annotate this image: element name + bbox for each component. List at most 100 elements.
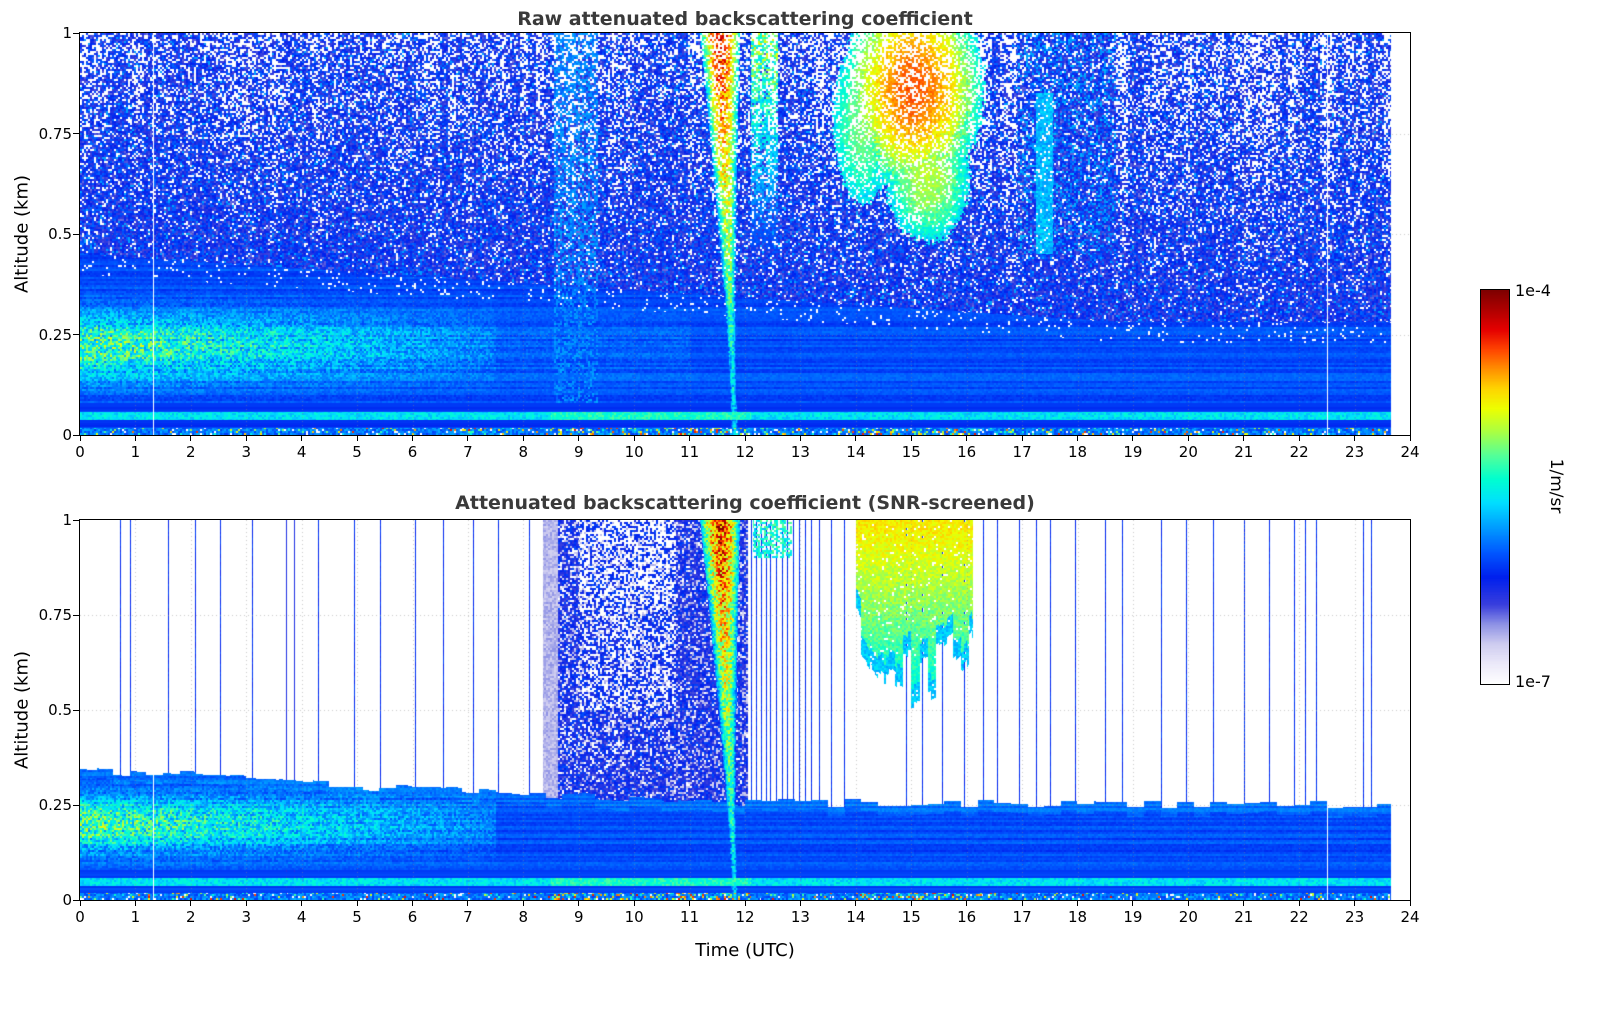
x-tick-label: 16: [957, 443, 977, 461]
x-tick-label: 17: [1012, 908, 1032, 926]
x-tick: [356, 901, 358, 906]
x-tick-label: 5: [352, 443, 362, 461]
x-tick-label: 1: [130, 443, 141, 461]
x-tick: [744, 436, 746, 441]
x-tick-label: 7: [463, 443, 473, 461]
y-tick-label: 0: [62, 426, 72, 444]
x-tick-label: 22: [1289, 908, 1309, 926]
x-tick-label: 13: [790, 443, 810, 461]
x-tick-label: 18: [1067, 443, 1088, 461]
x-tick-label: 2: [186, 443, 196, 461]
y-tick: [73, 614, 79, 616]
x-tick: [1409, 901, 1411, 906]
y-tick: [73, 233, 79, 235]
x-tick: [1077, 436, 1078, 441]
x-tick-label: 15: [901, 908, 921, 926]
y-tick: [73, 899, 79, 901]
y-tick: [73, 32, 79, 34]
x-tick: [855, 436, 857, 441]
x-tick-label: 14: [846, 443, 866, 461]
x-tick-label: 14: [846, 908, 866, 926]
x-tick-label: 20: [1178, 443, 1198, 461]
screened-heatmap-panel: [79, 519, 1411, 901]
raw-panel-title: Raw attenuated backscattering coefficien…: [517, 8, 973, 30]
x-tick-label: 20: [1178, 908, 1198, 926]
x-tick: [578, 901, 580, 906]
x-tick: [855, 901, 857, 906]
x-tick-label: 23: [1345, 443, 1365, 461]
x-tick: [966, 901, 968, 906]
raw-heatmap-canvas: [80, 33, 1410, 435]
x-tick-label: 24: [1400, 443, 1420, 461]
x-tick: [799, 436, 801, 441]
x-tick: [245, 901, 247, 906]
x-tick-label: 5: [352, 908, 362, 926]
x-tick: [190, 436, 192, 441]
x-tick-label: 0: [75, 443, 85, 461]
screened-heatmap-canvas: [80, 520, 1410, 900]
x-tick-label: 15: [901, 443, 921, 461]
raw-heatmap-panel: [79, 32, 1411, 436]
x-tick: [910, 436, 912, 441]
x-tick-label: 12: [735, 443, 755, 461]
x-tick-label: 6: [407, 443, 418, 461]
y-tick: [73, 804, 79, 806]
x-tick-label: 7: [463, 908, 473, 926]
x-tick-label: 13: [790, 908, 810, 926]
x-tick-label: 23: [1345, 908, 1365, 926]
x-tick-label: 12: [735, 908, 755, 926]
colorbar-gradient: [1481, 290, 1509, 684]
x-tick-label: 4: [296, 908, 307, 926]
x-tick-label: 1: [130, 908, 141, 926]
screened-panel-title: Attenuated backscattering coefficient (S…: [455, 492, 1035, 514]
x-tick: [301, 901, 303, 906]
y-tick: [73, 434, 79, 436]
y-tick-label: 0.25: [38, 796, 72, 814]
x-tick-label: 24: [1400, 908, 1420, 926]
x-tick-label: 8: [518, 443, 529, 461]
x-tick: [356, 436, 358, 441]
x-tick-label: 21: [1234, 908, 1254, 926]
y-tick: [73, 334, 79, 335]
x-tick: [79, 901, 81, 906]
y-tick-label: 0.25: [38, 325, 72, 344]
y-tick-label: 0: [62, 891, 72, 909]
x-tick: [190, 901, 192, 906]
x-tick: [522, 901, 524, 906]
x-tick-label: 11: [680, 908, 700, 926]
colorbar: [1480, 289, 1510, 685]
x-tick: [1354, 901, 1356, 906]
x-tick: [633, 436, 635, 441]
x-tick: [1354, 436, 1356, 441]
x-tick-label: 0: [75, 908, 85, 926]
x-tick-label: 19: [1123, 908, 1143, 926]
x-tick: [467, 436, 469, 441]
y-tick-label: 1: [62, 24, 72, 42]
y-tick: [73, 709, 79, 711]
x-tick: [79, 436, 81, 441]
y-tick: [73, 519, 79, 521]
x-tick-label: 2: [186, 908, 196, 926]
x-tick-label: 6: [407, 908, 418, 926]
colorbar-min-label: 1e-7: [1515, 672, 1551, 691]
y-tick-label: 0.75: [38, 124, 72, 143]
x-tick: [1409, 436, 1411, 441]
x-tick: [245, 436, 247, 441]
y-tick-label: 1: [62, 511, 72, 529]
x-tick: [578, 436, 580, 441]
x-tick: [1187, 436, 1189, 441]
y-tick-label: 0.75: [38, 606, 72, 624]
x-tick: [412, 901, 413, 906]
x-tick-label: 17: [1012, 443, 1032, 461]
y-tick: [73, 133, 79, 134]
x-tick: [301, 436, 303, 441]
x-tick: [633, 901, 635, 906]
x-tick: [1243, 436, 1245, 441]
colorbar-units-label: 1/m/sr: [1546, 458, 1566, 514]
x-tick: [1132, 901, 1134, 906]
x-tick: [1077, 901, 1078, 906]
x-axis-label: Time (UTC): [695, 940, 795, 961]
x-tick: [1187, 901, 1189, 906]
x-tick: [1298, 436, 1300, 441]
x-tick: [1243, 901, 1245, 906]
